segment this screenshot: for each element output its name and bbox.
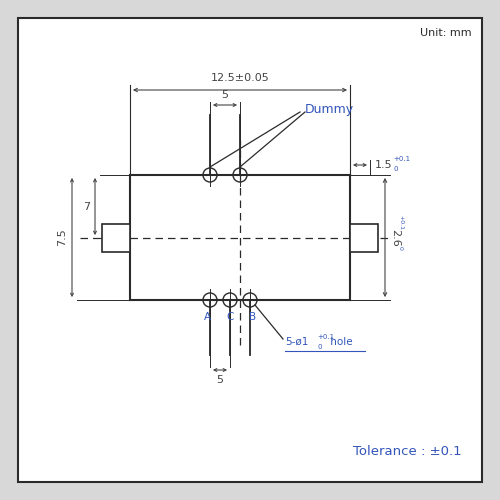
Text: 7.5: 7.5 [57, 228, 67, 246]
Text: 0: 0 [317, 344, 322, 350]
Text: +0.1: +0.1 [317, 334, 334, 340]
Bar [350, 224, 378, 252]
Text: 2.6: 2.6 [390, 228, 400, 246]
Bar [102, 224, 130, 252]
Text: 1.5: 1.5 [375, 160, 392, 170]
Text: hole: hole [327, 337, 352, 347]
Text: 5-ø1: 5-ø1 [285, 337, 308, 347]
Text: 0: 0 [398, 246, 403, 250]
Text: C: C [226, 312, 234, 322]
Text: B: B [250, 312, 256, 322]
Text: 0: 0 [393, 166, 398, 172]
Text: 5: 5 [216, 375, 224, 385]
Text: Dummy: Dummy [305, 104, 354, 117]
Text: 5: 5 [222, 90, 228, 100]
Text: 7: 7 [83, 202, 90, 211]
Text: A: A [204, 312, 210, 322]
Text: +0.1: +0.1 [398, 215, 403, 230]
Text: Tolerance : ±0.1: Tolerance : ±0.1 [354, 445, 462, 458]
Text: 12.5±0.05: 12.5±0.05 [210, 73, 270, 83]
Text: Unit: mm: Unit: mm [420, 28, 472, 38]
Text: +0.1: +0.1 [393, 156, 410, 162]
